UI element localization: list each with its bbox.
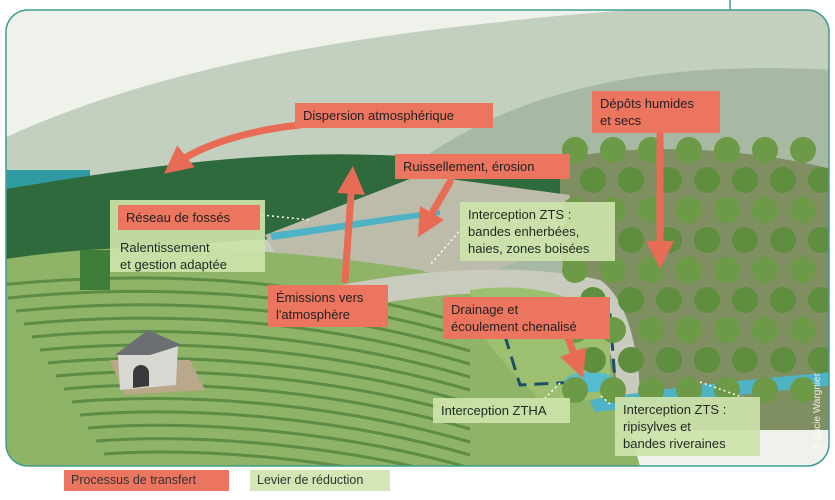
tree xyxy=(714,257,740,283)
label: Ruissellement, érosion xyxy=(395,154,570,179)
label-line: Émissions vers xyxy=(276,289,380,306)
tree xyxy=(770,347,796,373)
label: Ralentissementet gestion adaptée xyxy=(112,235,262,277)
label-line: Dépôts humides xyxy=(600,95,712,112)
tree xyxy=(676,257,702,283)
tree xyxy=(770,287,796,313)
orchard-trees xyxy=(562,137,834,403)
label-line: Dispersion atmosphérique xyxy=(303,107,485,124)
label-line: écoulement chenalisé xyxy=(451,318,602,335)
tree xyxy=(770,167,796,193)
label-line: bandes riveraines xyxy=(623,435,752,452)
label-line: l'atmosphère xyxy=(276,306,380,323)
page: {"labels": { "dispersion": ["Dispersion … xyxy=(0,0,835,500)
tree xyxy=(618,287,644,313)
tree xyxy=(618,167,644,193)
label: Réseau de fossés xyxy=(118,205,260,230)
tree xyxy=(694,167,720,193)
credit: © Lucie Wargnier xyxy=(812,373,823,450)
tree xyxy=(808,227,834,253)
label-line: Drainage et xyxy=(451,301,602,318)
label-line: ripisylves et xyxy=(623,418,752,435)
label: Dispersion atmosphérique xyxy=(295,103,493,128)
tree xyxy=(580,167,606,193)
tree xyxy=(676,197,702,223)
tree xyxy=(808,287,834,313)
tree xyxy=(714,137,740,163)
tree xyxy=(694,287,720,313)
tree xyxy=(676,137,702,163)
tree xyxy=(752,197,778,223)
label-line: bandes enherbées, xyxy=(468,223,607,240)
tree xyxy=(618,227,644,253)
tree xyxy=(714,197,740,223)
tree xyxy=(714,317,740,343)
tree xyxy=(618,347,644,373)
tree xyxy=(638,317,664,343)
tree xyxy=(732,347,758,373)
tree xyxy=(694,227,720,253)
tree xyxy=(676,317,702,343)
tree xyxy=(790,137,816,163)
tree xyxy=(600,137,626,163)
label-line: et gestion adaptée xyxy=(120,256,254,273)
tree xyxy=(656,347,682,373)
label: Interception ZTHA xyxy=(433,398,570,423)
label-line: Ruissellement, érosion xyxy=(403,158,562,175)
legend-reduction: Levier de réduction xyxy=(250,470,370,490)
label-line: Interception ZTHA xyxy=(441,402,562,419)
label: Interception ZTS :ripisylves etbandes ri… xyxy=(615,397,760,456)
tree xyxy=(732,287,758,313)
label-line: Interception ZTS : xyxy=(623,401,752,418)
tree xyxy=(694,347,720,373)
label-line: Ralentissement xyxy=(120,239,254,256)
tree xyxy=(580,347,606,373)
label-line: Interception ZTS : xyxy=(468,206,607,223)
tree xyxy=(790,197,816,223)
tree xyxy=(790,317,816,343)
label-line: et secs xyxy=(600,112,712,129)
tree xyxy=(752,137,778,163)
tree xyxy=(770,227,796,253)
tree xyxy=(752,257,778,283)
legend-transfer: Processus de transfert xyxy=(64,470,203,490)
tree xyxy=(790,257,816,283)
label-line: haies, zones boisées xyxy=(468,240,607,257)
tree xyxy=(732,227,758,253)
tree xyxy=(732,167,758,193)
tree xyxy=(808,167,834,193)
tree xyxy=(656,287,682,313)
label-line: Réseau de fossés xyxy=(126,209,252,226)
tree xyxy=(638,257,664,283)
label: Interception ZTS :bandes enherbées,haies… xyxy=(460,202,615,261)
hedge xyxy=(80,250,110,290)
tree xyxy=(752,317,778,343)
tree xyxy=(808,347,834,373)
